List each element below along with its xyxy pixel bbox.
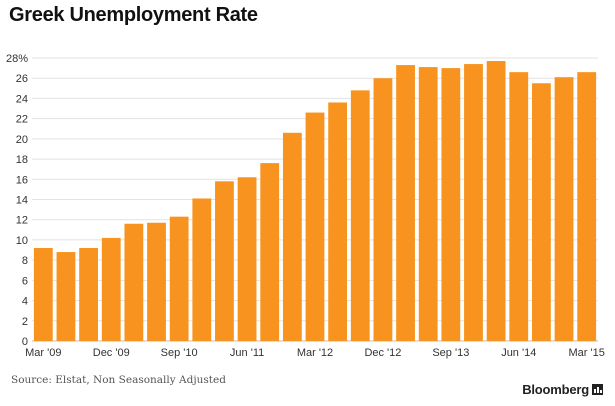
legend-swatch xyxy=(10,33,19,42)
x-tick-label: Sep '13 xyxy=(432,347,469,359)
bar xyxy=(418,67,438,341)
x-tick-label: Mar '09 xyxy=(25,347,61,359)
y-tick-label: 14 xyxy=(16,195,28,207)
y-tick-label: 16 xyxy=(16,174,28,186)
bar xyxy=(509,72,529,342)
x-tick-label: Jun '11 xyxy=(230,347,264,359)
y-tick-label: 12 xyxy=(16,215,28,227)
y-tick-label: 22 xyxy=(16,114,28,126)
bar xyxy=(441,68,461,341)
bar xyxy=(350,90,370,341)
bar xyxy=(532,83,551,342)
y-tick-label: 10 xyxy=(16,235,28,247)
x-tick-label: Mar '15 xyxy=(569,347,605,359)
bar xyxy=(554,77,574,341)
x-tick-label: Dec '12 xyxy=(364,347,401,359)
bar xyxy=(464,64,483,342)
bar xyxy=(124,223,144,341)
bar xyxy=(237,177,257,341)
x-tick-label: Dec '09 xyxy=(93,347,130,359)
brand-name: Bloomberg xyxy=(522,382,589,397)
bar xyxy=(56,252,76,341)
bar xyxy=(577,72,597,342)
x-tick-label: Jun '14 xyxy=(501,347,536,359)
bar xyxy=(169,216,189,341)
bar xyxy=(373,78,393,341)
y-tick-label: 0 xyxy=(22,336,28,348)
bar xyxy=(260,163,280,341)
bar xyxy=(215,181,234,341)
bar xyxy=(396,65,415,341)
bar xyxy=(147,222,166,341)
source-note: Source: Elstat, Non Seasonally Adjusted xyxy=(11,374,226,386)
y-tick-label: 8 xyxy=(22,255,28,267)
bar xyxy=(305,112,325,341)
brand-logo: Bloomberg xyxy=(522,382,603,397)
y-tick-label: 28% xyxy=(6,53,28,65)
y-tick-label: 24 xyxy=(16,93,28,105)
bar xyxy=(192,198,212,341)
y-tick-label: 2 xyxy=(22,316,28,328)
bar xyxy=(328,102,348,341)
y-tick-label: 4 xyxy=(22,296,28,308)
x-tick-label: Sep '10 xyxy=(161,347,198,359)
bar xyxy=(101,237,121,341)
y-tick-label: 18 xyxy=(16,154,28,166)
chart-title: Greek Unemployment Rate xyxy=(9,4,258,26)
bars xyxy=(33,61,597,342)
bar xyxy=(33,248,53,341)
y-tick-label: 20 xyxy=(16,134,28,146)
x-axis-labels: Mar '09 Dec '09 Sep '10 Jun '11 Mar '12 Dec '… xyxy=(25,347,605,359)
x-tick-label: Mar '12 xyxy=(297,347,333,359)
y-tick-label: 26 xyxy=(16,73,28,85)
bar xyxy=(486,61,506,342)
bar xyxy=(79,248,98,341)
bar xyxy=(282,132,302,341)
y-tick-label: 6 xyxy=(22,275,28,287)
bar-chart-icon xyxy=(592,384,603,395)
